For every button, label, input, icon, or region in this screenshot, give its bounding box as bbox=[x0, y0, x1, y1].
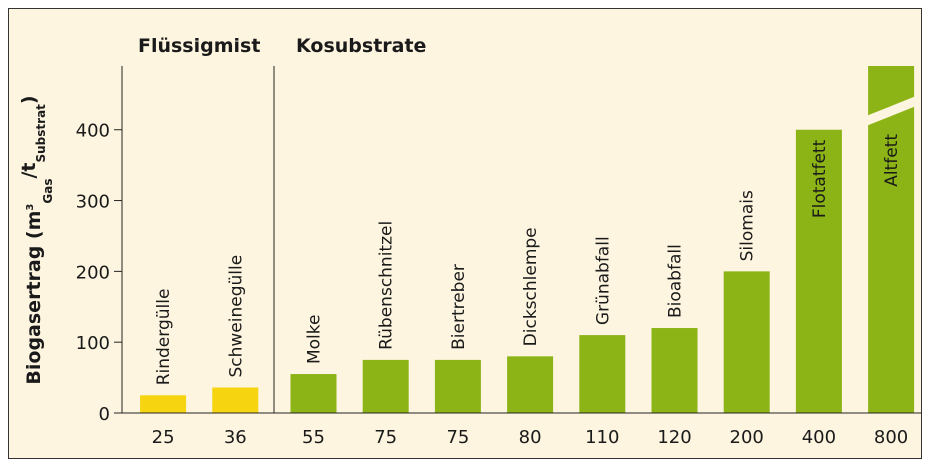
bar bbox=[868, 66, 915, 414]
category-label: Silomais bbox=[738, 190, 758, 261]
category-label: Grünabfall bbox=[593, 236, 613, 325]
category-label: Molke bbox=[305, 315, 325, 365]
value-label: 36 bbox=[224, 427, 247, 448]
bar bbox=[434, 359, 481, 413]
bar bbox=[651, 328, 698, 413]
category-label: Flotatfett bbox=[810, 139, 830, 218]
value-label: 800 bbox=[874, 427, 908, 448]
bar bbox=[362, 359, 409, 413]
value-label: 25 bbox=[152, 427, 175, 448]
bar bbox=[140, 395, 187, 413]
value-label: 400 bbox=[802, 427, 836, 448]
y-tick-label: 200 bbox=[76, 262, 110, 283]
y-axis-label-part: Gas bbox=[41, 179, 55, 204]
y-tick-label: 300 bbox=[76, 192, 110, 213]
category-label: Rindergülle bbox=[154, 289, 174, 386]
category-label: Rübenschnitzel bbox=[377, 221, 397, 350]
y-axis-label-part: ) bbox=[18, 95, 40, 104]
bar bbox=[290, 374, 337, 413]
axis-break bbox=[866, 96, 917, 126]
y-axis-label-part: Biogasertrag (m bbox=[23, 211, 45, 385]
group-label: Flüssigmist bbox=[138, 35, 260, 57]
category-label: Dickschlempe bbox=[521, 227, 541, 346]
bar bbox=[795, 129, 842, 414]
bars bbox=[140, 66, 915, 414]
value-label: 75 bbox=[446, 427, 469, 448]
value-label: 80 bbox=[519, 427, 542, 448]
category-label: Bioabfall bbox=[666, 244, 686, 318]
value-label: 55 bbox=[302, 427, 325, 448]
bar bbox=[507, 356, 554, 413]
y-axis-label-part: 3 bbox=[25, 204, 36, 211]
category-label: Schweinegülle bbox=[226, 255, 246, 378]
value-label: 75 bbox=[374, 427, 397, 448]
group-label: Kosubstrate bbox=[296, 35, 426, 57]
category-label: Altfett bbox=[882, 134, 902, 187]
bar bbox=[723, 271, 770, 413]
y-axis-label-part: Substrat bbox=[34, 104, 48, 163]
y-tick-label: 0 bbox=[99, 404, 110, 425]
value-label: 200 bbox=[730, 427, 764, 448]
y-axis-label-part: /t bbox=[18, 162, 40, 178]
y-tick-label: 400 bbox=[76, 121, 110, 142]
value-label: 120 bbox=[657, 427, 691, 448]
y-axis-label: Biogasertrag (m3 Gas/tSubstrat) bbox=[18, 95, 55, 384]
value-label: 110 bbox=[585, 427, 619, 448]
bar bbox=[579, 335, 626, 413]
category-label: Biertreber bbox=[449, 264, 469, 350]
y-tick-label: 100 bbox=[76, 333, 110, 354]
bar bbox=[212, 387, 259, 413]
